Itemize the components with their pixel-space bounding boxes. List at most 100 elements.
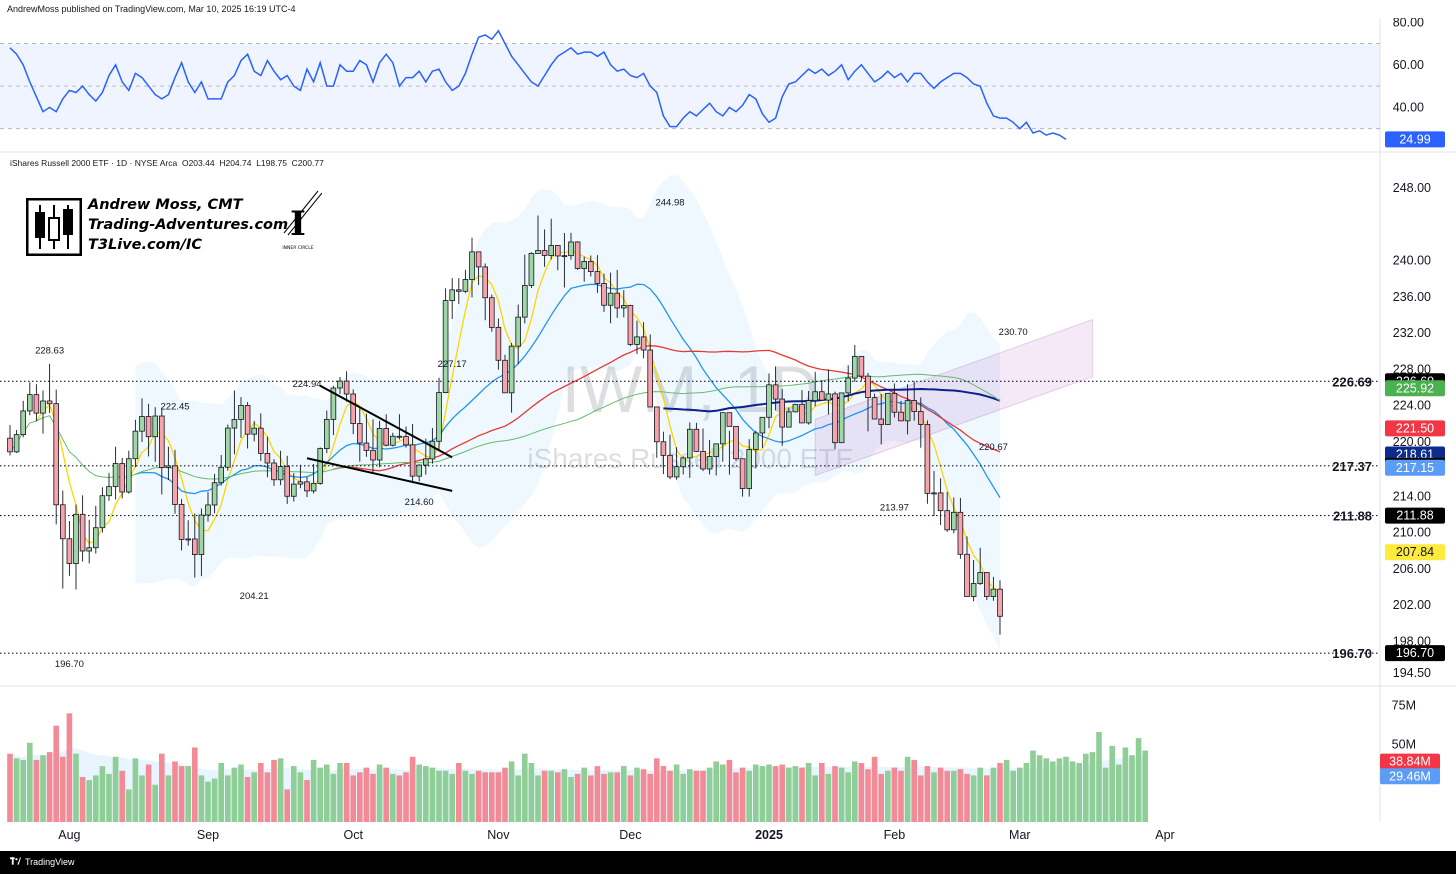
candle-body <box>482 266 488 299</box>
volume-bar <box>304 780 310 822</box>
price-tick-label: 220.00 <box>1393 435 1431 449</box>
candle-body <box>997 588 1003 617</box>
volume-bar <box>535 775 541 822</box>
candle-body <box>66 538 73 564</box>
volume-bar <box>634 767 640 822</box>
candle-body <box>152 415 159 438</box>
candle-body <box>139 416 145 432</box>
rsi-tick-label: 40.00 <box>1393 100 1424 114</box>
volume-bar <box>324 764 330 822</box>
volume-bar <box>673 764 680 822</box>
volume-bar <box>60 756 66 822</box>
candle-body <box>205 504 211 516</box>
level-label: 217.37 <box>1332 459 1372 474</box>
volume-bar <box>277 758 284 822</box>
candle-body <box>317 448 323 484</box>
publish-bar: AndrewMoss published on TradingView.com,… <box>0 0 1456 18</box>
candle-body <box>20 410 26 436</box>
volume-bar <box>40 755 46 822</box>
volume-bar <box>66 713 73 822</box>
price-tag: 207.84 <box>1385 544 1445 561</box>
svg-text:I: I <box>290 204 306 244</box>
rsi-value-tag: 24.99 <box>1385 131 1445 148</box>
price-tag: 225.92 <box>1385 380 1445 397</box>
volume-bar <box>132 758 139 822</box>
price-annotation: 227.17 <box>438 359 467 370</box>
candle-body <box>581 261 587 269</box>
candle-body <box>852 355 858 379</box>
volume-bar <box>106 773 112 822</box>
volume-bar <box>739 767 746 822</box>
candle-body <box>753 432 759 450</box>
volume-bar <box>588 775 594 822</box>
volume-bar <box>429 767 436 822</box>
volume-bar <box>198 775 205 822</box>
volume-bar <box>931 772 937 822</box>
price-tick-label: 206.00 <box>1393 562 1431 576</box>
rsi-tick-label: 60.00 <box>1393 58 1424 72</box>
volume-bar <box>436 770 442 822</box>
candle-body <box>370 449 376 461</box>
candle-body <box>568 241 574 257</box>
volume-bar <box>759 766 766 822</box>
x-axis-label: Apr <box>1155 828 1174 842</box>
volume-bar <box>1043 758 1049 822</box>
level-label: 211.88 <box>1333 509 1372 524</box>
volume-tag-bg <box>1380 768 1440 785</box>
candle-body <box>158 415 165 468</box>
candle-body <box>667 454 673 478</box>
ohlc-low: L198.75 <box>256 158 287 168</box>
candle-body <box>990 588 997 597</box>
price-tick-label: 228.00 <box>1393 362 1431 376</box>
volume-bar <box>1003 759 1010 822</box>
inner-circle-logo-icon: I INNER CIRCLE <box>282 190 322 251</box>
candle-body <box>33 394 40 414</box>
volume-bar <box>871 756 878 822</box>
volume-bar <box>396 775 403 822</box>
volume-bar <box>357 772 363 822</box>
volume-bar <box>667 770 673 822</box>
volume-bar <box>390 773 396 822</box>
candle-body <box>766 384 772 418</box>
ohlc-open: O203.44 <box>181 158 215 168</box>
volume-bar <box>753 764 759 822</box>
candle-body <box>350 393 356 424</box>
volume-bar <box>244 776 251 822</box>
price-tag-text: 211.88 <box>1396 509 1433 523</box>
volume-bar <box>423 766 429 822</box>
candle-body <box>363 442 370 451</box>
price-annotation: 222.45 <box>160 402 189 413</box>
candle-body <box>13 434 20 453</box>
volume-bar <box>238 764 244 822</box>
candle-body <box>422 458 429 466</box>
volume-bar <box>225 775 231 822</box>
volume-bar <box>126 789 132 822</box>
volume-bar <box>119 770 125 822</box>
candle-body <box>825 393 832 401</box>
volume-bar <box>1036 755 1043 822</box>
candles-logo-icon <box>26 198 82 256</box>
volume-bar <box>284 789 290 822</box>
volume-bar <box>786 767 792 822</box>
candle-body <box>257 427 264 454</box>
volume-bar <box>218 762 224 822</box>
volume-bar <box>350 775 356 822</box>
candle-body <box>396 435 403 438</box>
x-axis-label: Dec <box>619 828 641 842</box>
volume-bar <box>924 766 931 822</box>
candle-body <box>53 403 59 506</box>
candle-body <box>601 283 607 306</box>
volume-bar <box>726 759 733 822</box>
volume-bar <box>555 772 561 822</box>
rsi-value-tag-bg <box>1385 131 1445 148</box>
volume-bar <box>621 766 627 822</box>
candle-body <box>191 538 198 555</box>
volume-bar <box>904 756 911 822</box>
price-annotation: 244.98 <box>655 198 684 209</box>
volume-tag-text: 38.84M <box>1389 755 1431 769</box>
price-annotation: 220.67 <box>979 442 1008 453</box>
candle-body <box>271 462 277 481</box>
candle-body <box>224 427 231 468</box>
price-tick-label: 232.00 <box>1393 326 1431 340</box>
